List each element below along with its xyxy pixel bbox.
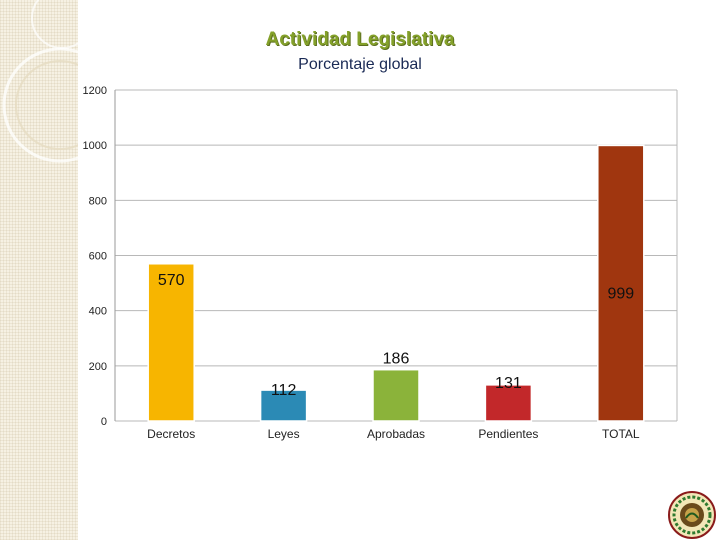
x-tick-label: Aprobadas xyxy=(367,427,425,441)
bar-aprobadas xyxy=(372,368,420,422)
y-tick-label: 400 xyxy=(89,306,107,318)
bar-total xyxy=(597,144,645,422)
y-tick-label: 1200 xyxy=(83,85,107,97)
data-label: 186 xyxy=(383,351,410,368)
chart-title: Actividad Legislativa xyxy=(265,29,455,50)
chart-subtitle: Porcentaje global xyxy=(298,56,422,73)
x-tick-label: Decretos xyxy=(147,427,195,441)
data-label: 131 xyxy=(495,375,522,392)
y-tick-label: 1000 xyxy=(83,140,107,152)
data-label: 570 xyxy=(158,272,185,289)
x-tick-label: Leyes xyxy=(268,427,300,441)
x-tick-label: TOTAL xyxy=(602,427,640,441)
y-tick-label: 800 xyxy=(89,195,107,207)
seal-icon xyxy=(668,491,716,539)
decorative-rings xyxy=(2,0,78,163)
bar-pendientes xyxy=(484,384,533,422)
decorative-side-panel xyxy=(0,0,78,540)
bar-leyes xyxy=(259,389,308,422)
y-tick-label: 200 xyxy=(89,361,107,373)
data-label: 112 xyxy=(271,382,297,399)
bar-decretos xyxy=(147,263,195,422)
data-label: 999 xyxy=(607,285,634,302)
x-tick-label: Pendientes xyxy=(478,427,538,441)
y-tick-label: 600 xyxy=(89,251,107,263)
y-tick-label: 0 xyxy=(101,416,107,428)
